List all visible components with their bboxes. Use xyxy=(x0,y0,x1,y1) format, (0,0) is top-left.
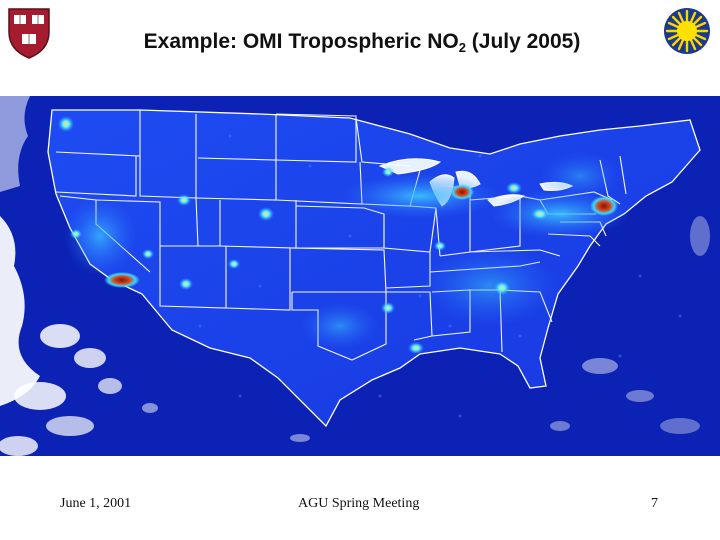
hotspot-chicago xyxy=(450,184,474,200)
sun-emblem-logo xyxy=(662,6,712,56)
no2-map xyxy=(0,96,720,456)
footer-page-number: 7 xyxy=(651,496,658,511)
no2-hotspots xyxy=(58,116,618,354)
footer-meeting: AGU Spring Meeting xyxy=(298,496,420,511)
us-landmass xyxy=(47,109,701,428)
hotspot-los-angeles xyxy=(104,272,140,288)
hotspot-new-york xyxy=(590,196,618,216)
title-subscript: 2 xyxy=(458,40,466,55)
missing-data-areas xyxy=(0,96,710,456)
title-suffix: (July 2005) xyxy=(465,30,581,53)
harvard-shield-logo xyxy=(6,6,52,60)
speckle-texture xyxy=(198,134,682,418)
title-prefix: Example: OMI Tropospheric NO xyxy=(143,30,459,53)
slide-title: Example: OMI Tropospheric NO2 (July 2005… xyxy=(62,30,662,55)
footer-date: June 1, 2001 xyxy=(60,496,132,511)
